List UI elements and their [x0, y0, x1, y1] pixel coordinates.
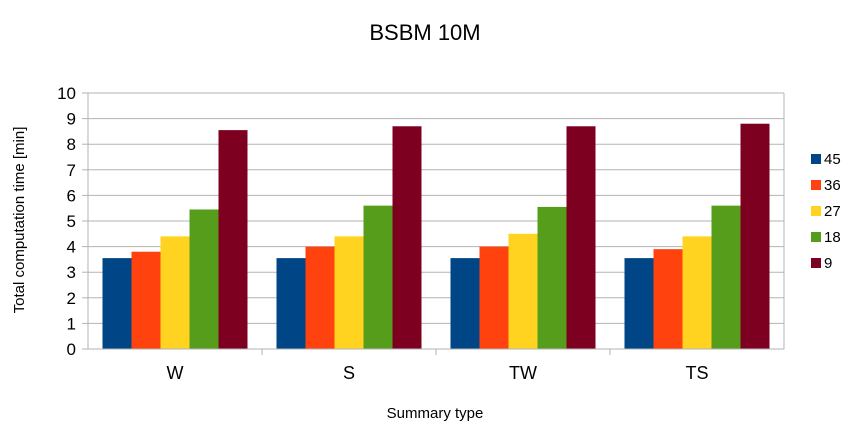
y-tick-label: 0 — [67, 340, 76, 359]
legend-swatch-27 — [811, 206, 821, 216]
x-category-label: W — [167, 363, 184, 383]
bar-S-36 — [305, 246, 335, 349]
y-tick-label: 5 — [67, 212, 76, 231]
y-tick-label: 2 — [67, 289, 76, 308]
bar-TW-36 — [479, 246, 509, 349]
legend-label-9: 9 — [824, 255, 832, 272]
bar-TW-9 — [566, 126, 596, 349]
bar-W-9 — [218, 130, 248, 349]
y-tick-label: 8 — [67, 135, 76, 154]
legend-label-27: 27 — [824, 203, 841, 220]
bar-TS-45 — [624, 258, 654, 349]
bar-TS-27 — [682, 236, 712, 349]
bar-S-27 — [334, 236, 364, 349]
bar-W-27 — [160, 236, 190, 349]
x-category-label: S — [343, 363, 355, 383]
bar-S-18 — [363, 205, 393, 349]
y-tick-label: 6 — [67, 186, 76, 205]
y-tick-labels: 0 1 2 3 4 5 6 7 8 9 10 — [57, 84, 76, 359]
x-category-label: TW — [509, 363, 537, 383]
bars-group — [102, 123, 770, 349]
bar-S-9 — [392, 126, 422, 349]
legend-label-36: 36 — [824, 177, 841, 194]
bar-TS-36 — [653, 249, 683, 349]
y-axis-label: Total computation time [min] — [11, 127, 28, 314]
y-tick-label: 9 — [67, 110, 76, 129]
y-tick-label: 4 — [67, 238, 76, 257]
y-tick-label: 3 — [67, 263, 76, 282]
bar-TS-9 — [740, 123, 770, 349]
axes — [82, 92, 785, 355]
legend-label-45: 45 — [824, 151, 841, 168]
legend-swatch-9 — [811, 258, 821, 268]
y-tick-label: 7 — [67, 161, 76, 180]
x-axis-label: Summary type — [387, 405, 484, 422]
y-tick-label: 10 — [57, 84, 76, 103]
y-tick-label: 1 — [67, 314, 76, 333]
bar-W-36 — [131, 251, 161, 349]
bar-TW-45 — [450, 258, 480, 349]
bar-S-45 — [276, 258, 306, 349]
bar-W-45 — [102, 258, 132, 349]
legend-swatch-36 — [811, 180, 821, 190]
legend: 45 36 27 18 9 — [811, 151, 841, 272]
bar-W-18 — [189, 209, 219, 349]
legend-swatch-18 — [811, 232, 821, 242]
x-category-labels: W S TW TS — [167, 363, 709, 383]
legend-swatch-45 — [811, 154, 821, 164]
legend-label-18: 18 — [824, 229, 841, 246]
x-category-label: TS — [685, 363, 708, 383]
bar-TW-18 — [537, 206, 567, 349]
bar-TS-18 — [711, 205, 741, 349]
chart-title: BSBM 10M — [369, 20, 480, 45]
bar-TW-27 — [508, 233, 538, 349]
